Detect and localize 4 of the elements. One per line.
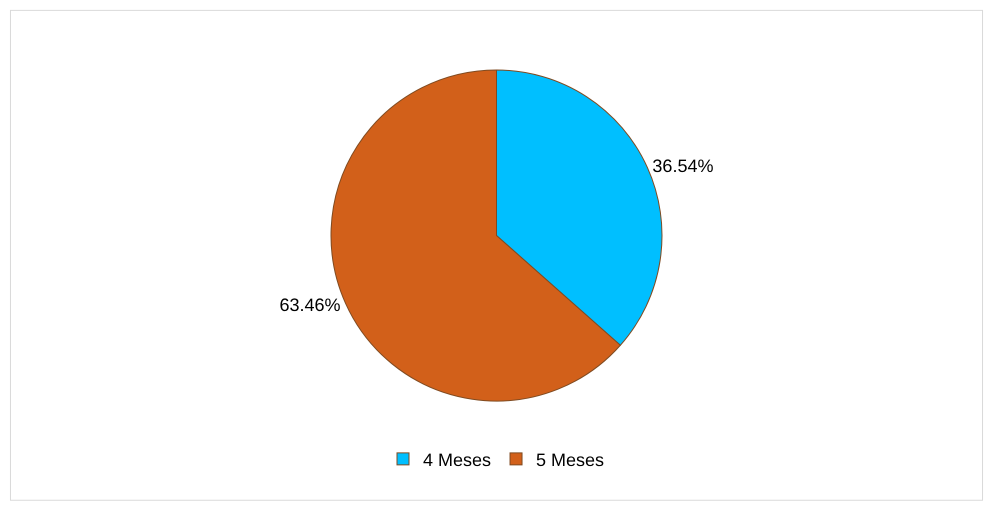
legend-label: 4 Meses <box>423 450 492 470</box>
legend-label: 5 Meses <box>536 450 604 470</box>
data-label: 63.46% <box>280 295 341 316</box>
data-label: 36.54% <box>652 156 714 176</box>
